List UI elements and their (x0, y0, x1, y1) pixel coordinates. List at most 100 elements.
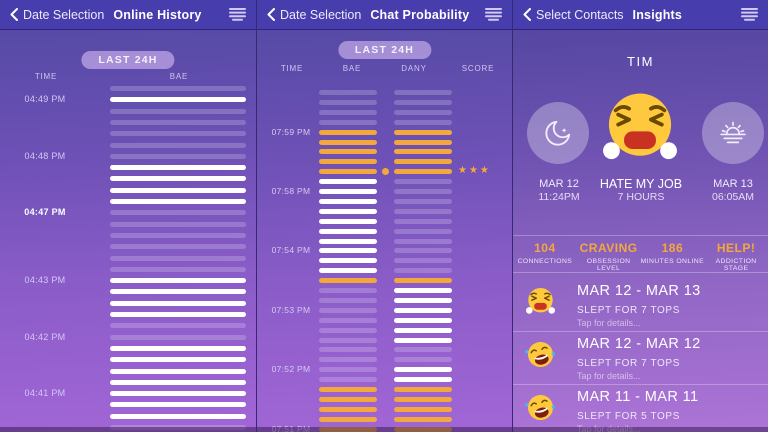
online-activity-bar (110, 312, 246, 317)
dany-activity-bar (394, 139, 452, 145)
activity-row (257, 208, 512, 215)
activity-row: 04:41 PM (0, 388, 256, 398)
online-activity-bar (110, 413, 246, 419)
activity-row (0, 323, 256, 329)
online-activity-bar (110, 232, 246, 238)
bae-activity-bar (319, 139, 377, 145)
activity-row (0, 357, 256, 363)
bae-activity-bar (319, 248, 377, 254)
sunrise-icon (720, 121, 746, 144)
divider (513, 384, 768, 385)
chevron-left-icon (10, 8, 18, 21)
online-activity-bar (110, 300, 246, 306)
activity-row (257, 416, 512, 423)
contact-name: TIM (627, 54, 654, 69)
panel-insights: Select Contacts Insights TIM (512, 0, 768, 432)
activity-row (0, 142, 256, 149)
activity-row (0, 312, 256, 318)
dany-activity-bar (394, 179, 452, 185)
activity-row (0, 165, 256, 171)
dany-activity-bar (394, 337, 452, 343)
activity-row: ★★★ (257, 165, 512, 176)
activity-row (257, 278, 512, 284)
stat-label: MINUTES ONLINE (640, 258, 705, 265)
column-header-bae: BAE (169, 72, 189, 81)
history-detail: SLEPT FOR 5 TOPS (577, 411, 680, 422)
nav-bar: Select Contacts Insights (513, 0, 768, 30)
last-24h-badge[interactable]: LAST 24H (81, 51, 175, 69)
bae-activity-bar (319, 218, 377, 224)
activity-row (257, 258, 512, 264)
dany-activity-bar (394, 189, 452, 194)
history-item[interactable]: MAR 12 - MAR 12 SLEPT FOR 7 TOPS Tap for d… (513, 335, 768, 387)
bae-activity-bar (319, 198, 377, 204)
activity-row (0, 413, 256, 420)
wake-time-circle (702, 102, 764, 164)
time-label: 04:43 PM (24, 275, 66, 286)
time-label: 07:51 PM (271, 423, 311, 432)
online-activity-bar (110, 278, 246, 284)
history-detail: SLEPT FOR 7 TOPS (577, 358, 680, 369)
dany-activity-bar (394, 367, 452, 373)
back-button[interactable]: Select Contacts (523, 8, 624, 22)
bae-activity-bar (319, 297, 377, 303)
bae-activity-bar (319, 99, 377, 105)
history-item[interactable]: MAR 12 - MAR 13 SLEPT FOR 7 TOPS Tap for d… (513, 282, 768, 334)
stat-value: CRAVING (579, 241, 638, 255)
page-title: Online History (113, 7, 202, 22)
activity-row: 07:58 PM (257, 186, 512, 196)
time-label: 04:48 PM (24, 150, 66, 161)
page-title: Insights (632, 7, 683, 22)
activity-row (257, 288, 512, 294)
time-label: 07:59 PM (271, 126, 311, 137)
dany-activity-bar (394, 406, 452, 412)
column-header-bae: BAE (342, 64, 362, 73)
online-activity-bar (110, 97, 246, 103)
activity-row (0, 244, 256, 250)
dany-activity-bar (394, 347, 452, 353)
time-label: 07:54 PM (271, 245, 311, 256)
online-activity-bar (110, 187, 246, 193)
activity-row (0, 368, 256, 375)
chevron-left-icon (267, 8, 275, 21)
bae-activity-bar (319, 337, 377, 343)
back-button[interactable]: Date Selection (10, 8, 104, 22)
time-label: 07:58 PM (271, 186, 311, 196)
online-activity-bar (110, 142, 246, 148)
back-label: Select Contacts (536, 7, 624, 22)
bae-activity-bar (319, 307, 377, 313)
bae-activity-bar (319, 90, 377, 95)
history-range: MAR 12 - MAR 13 (577, 283, 701, 299)
time-label: 04:42 PM (24, 331, 66, 342)
sleep-timestamp: MAR 12 11:24PM (538, 178, 580, 203)
history-action: Tap for details... (577, 424, 641, 432)
back-button[interactable]: Date Selection (267, 8, 361, 22)
bae-activity-bar (319, 396, 377, 402)
stat-label: ADDICTION STAGE (715, 258, 757, 272)
screen-background (0, 30, 256, 432)
activity-row (257, 396, 512, 403)
menu-icon[interactable] (229, 8, 246, 21)
dany-activity-bar (394, 90, 452, 95)
activity-row: 07:54 PM (257, 245, 512, 256)
online-activity-bar (110, 199, 246, 204)
last-24h-badge[interactable]: LAST 24H (337, 41, 432, 59)
activity-row (0, 86, 256, 92)
activity-row: 04:48 PM (0, 150, 256, 161)
online-activity-bar (110, 425, 246, 430)
activity-row: 04:43 PM (0, 275, 256, 286)
online-activity-bar (110, 357, 246, 363)
online-activity-bar (110, 221, 246, 227)
menu-icon[interactable] (485, 8, 502, 21)
activity-row (0, 345, 256, 352)
sleep-time-circle (527, 102, 589, 164)
menu-icon[interactable] (741, 8, 758, 21)
online-activity-bar (110, 379, 246, 385)
activity-row (0, 255, 256, 262)
angry-emoji-icon (598, 86, 682, 170)
bae-activity-bar (319, 159, 377, 165)
column-header-dany: DANY (401, 64, 427, 73)
online-activity-bar (110, 153, 246, 159)
activity-row (0, 425, 256, 431)
history-item[interactable]: MAR 11 - MAR 11 SLEPT FOR 5 TOPS Tap for d… (513, 388, 768, 432)
